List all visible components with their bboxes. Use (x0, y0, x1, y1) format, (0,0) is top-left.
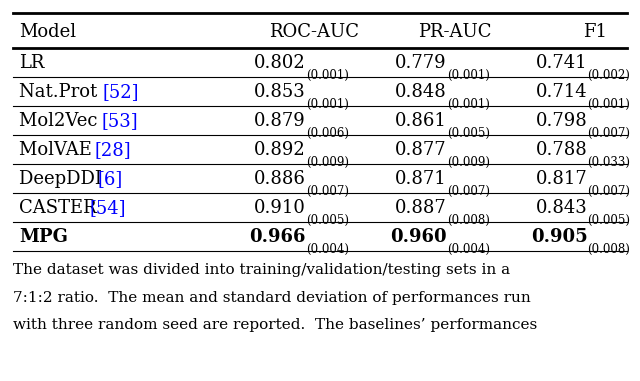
Text: 0.966: 0.966 (250, 227, 306, 246)
Text: 0.788: 0.788 (536, 141, 588, 159)
Text: Nat.Prot: Nat.Prot (19, 83, 103, 101)
Text: (0.001): (0.001) (306, 69, 349, 82)
Text: 0.960: 0.960 (390, 227, 447, 246)
Text: 0.798: 0.798 (536, 112, 588, 130)
Text: 0.861: 0.861 (395, 112, 447, 130)
Text: (0.008): (0.008) (588, 243, 630, 256)
Text: 0.871: 0.871 (395, 170, 447, 188)
Text: (0.007): (0.007) (588, 185, 630, 198)
Text: (0.004): (0.004) (306, 243, 349, 256)
Text: (0.006): (0.006) (306, 127, 349, 140)
Text: 0.905: 0.905 (531, 227, 588, 246)
Text: 7:1:2 ratio.  The mean and standard deviation of performances run: 7:1:2 ratio. The mean and standard devia… (13, 291, 531, 305)
Text: 0.802: 0.802 (254, 54, 306, 72)
Text: (0.009): (0.009) (306, 156, 349, 169)
Text: (0.001): (0.001) (447, 98, 490, 111)
Text: 0.910: 0.910 (254, 199, 306, 217)
Text: PR-AUC: PR-AUC (418, 22, 491, 40)
Text: (0.001): (0.001) (588, 98, 630, 111)
Text: (0.001): (0.001) (447, 69, 490, 82)
Text: (0.007): (0.007) (447, 185, 490, 198)
Text: [28]: [28] (95, 141, 131, 159)
Text: [54]: [54] (90, 199, 126, 217)
Text: ROC-AUC: ROC-AUC (269, 22, 358, 40)
Text: 0.843: 0.843 (536, 199, 588, 217)
Text: Model: Model (19, 22, 76, 40)
Text: 0.714: 0.714 (536, 83, 588, 101)
Text: LR: LR (19, 54, 45, 72)
Text: (0.001): (0.001) (306, 98, 349, 111)
Text: DeepDDI: DeepDDI (19, 170, 108, 188)
Text: 0.817: 0.817 (536, 170, 588, 188)
Text: (0.002): (0.002) (588, 69, 630, 82)
Text: 0.848: 0.848 (395, 83, 447, 101)
Text: CASTER: CASTER (19, 199, 102, 217)
Text: 0.779: 0.779 (395, 54, 447, 72)
Text: [52]: [52] (102, 83, 139, 101)
Text: 0.877: 0.877 (395, 141, 447, 159)
Text: (0.009): (0.009) (447, 156, 490, 169)
Text: (0.004): (0.004) (447, 243, 490, 256)
Text: (0.008): (0.008) (447, 214, 490, 227)
Text: (0.007): (0.007) (588, 127, 630, 140)
Text: Mol2Vec: Mol2Vec (19, 112, 109, 130)
Text: 0.853: 0.853 (254, 83, 306, 101)
Text: [53]: [53] (101, 112, 138, 130)
Text: 0.879: 0.879 (254, 112, 306, 130)
Text: The dataset was divided into training/validation/testing sets in a: The dataset was divided into training/va… (13, 263, 510, 277)
Text: (0.005): (0.005) (588, 214, 630, 227)
Text: (0.033): (0.033) (588, 156, 630, 169)
Text: with three random seed are reported.  The baselines’ performances: with three random seed are reported. The… (13, 318, 537, 332)
Text: 0.892: 0.892 (254, 141, 306, 159)
Text: 0.886: 0.886 (254, 170, 306, 188)
Text: 0.887: 0.887 (395, 199, 447, 217)
Text: MolVAE: MolVAE (19, 141, 104, 159)
Text: [6]: [6] (97, 170, 122, 188)
Text: (0.007): (0.007) (306, 185, 349, 198)
Text: MPG: MPG (19, 227, 68, 246)
Text: F1: F1 (583, 22, 607, 40)
Text: (0.005): (0.005) (306, 214, 349, 227)
Text: (0.005): (0.005) (447, 127, 490, 140)
Text: 0.741: 0.741 (536, 54, 588, 72)
